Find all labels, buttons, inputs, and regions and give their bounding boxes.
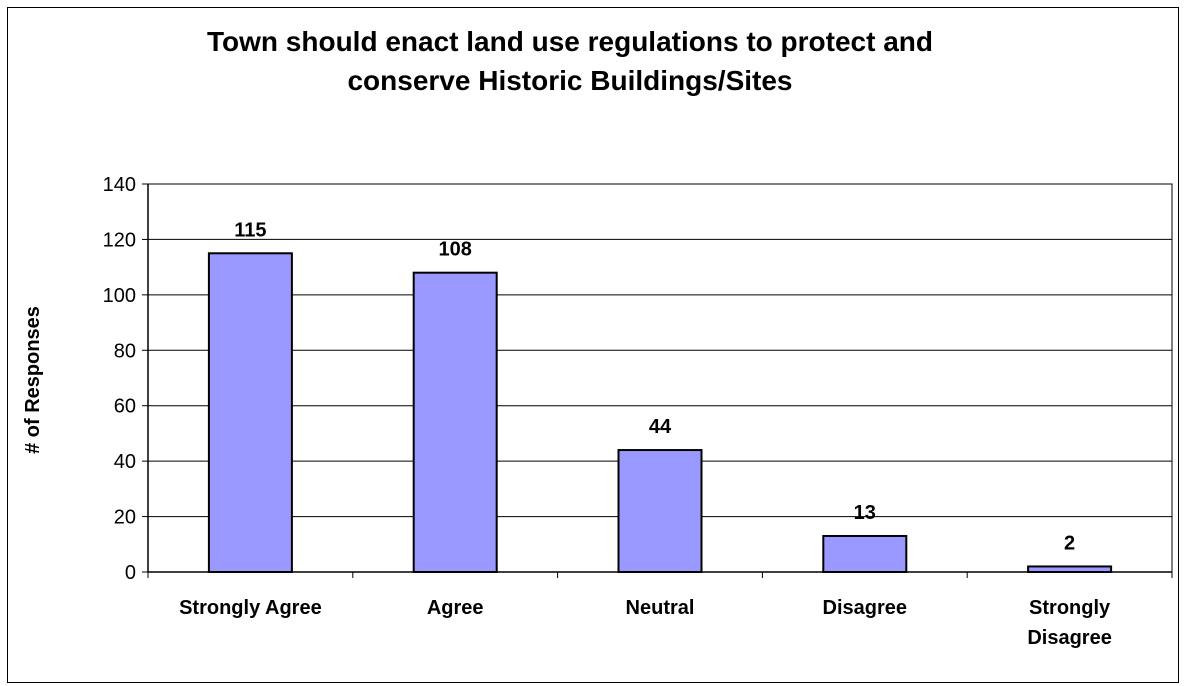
bar [822, 534, 908, 574]
chart-title-line-1: Town should enact land use regulations t… [207, 26, 933, 57]
y-tick-label: 140 [103, 174, 136, 196]
y-tick-label: 20 [114, 507, 136, 529]
y-tick-label: 100 [103, 285, 136, 307]
y-tick-label: 0 [125, 562, 136, 584]
x-tick-label: Agree [427, 597, 484, 619]
bar [1027, 565, 1113, 574]
data-label: 108 [439, 239, 472, 261]
data-label: 44 [649, 416, 672, 438]
bar [412, 271, 498, 573]
chart-title: Town should enact land use regulations t… [100, 22, 1040, 100]
x-tick-label: Disagree [823, 597, 908, 619]
data-label: 115 [234, 219, 266, 241]
bar [207, 252, 293, 574]
chart-title-line-2: conserve Historic Buildings/Sites [347, 65, 793, 96]
x-tick-label: Strongly Agree [179, 597, 322, 619]
y-tick-label: 120 [103, 229, 136, 251]
y-tick-label: 60 [114, 396, 136, 418]
data-label: 2 [1064, 532, 1075, 554]
x-tick-label: Neutral [626, 597, 695, 619]
bar [617, 449, 703, 573]
chart-frame [7, 7, 1179, 683]
x-tick-label: Disagree [1027, 627, 1112, 649]
y-tick-label: 80 [114, 340, 136, 362]
data-label: 13 [854, 502, 876, 524]
y-tick-label: 40 [114, 451, 136, 473]
x-tick-label: Strongly [1029, 597, 1111, 619]
